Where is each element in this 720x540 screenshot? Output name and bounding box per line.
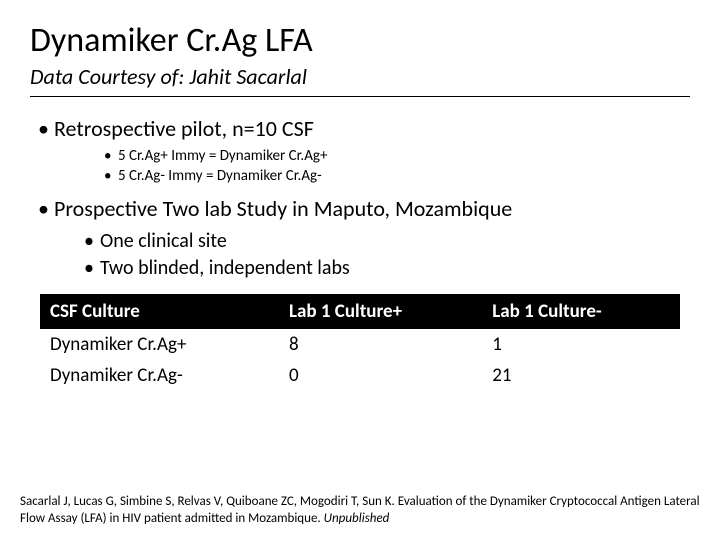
bullet-text: Prospective Two lab Study in Maputo, Moz…	[54, 195, 512, 222]
sub-bullet: One clinical site	[84, 228, 690, 255]
table-cell: 21	[482, 360, 680, 391]
citation: Sacarlal J, Lucas G, Simbine S, Relvas V…	[20, 494, 700, 528]
citation-unpublished: Unpublished	[324, 511, 390, 526]
sub-bullet: Two blinded, independent labs	[84, 255, 690, 282]
bullet-text: Retrospective pilot, n=10 CSF	[54, 115, 314, 142]
sub-bullet: 5 Cr.Ag+ Immy = Dynamiker Cr.Ag+	[104, 146, 690, 166]
table-header: Lab 1 Culture-	[482, 294, 680, 329]
slide-title: Dynamiker Cr.Ag LFA	[30, 20, 690, 61]
sub-bullet: 5 Cr.Ag- Immy = Dynamiker Cr.Ag-	[104, 166, 690, 186]
table-row: Dynamiker Cr.Ag+ 8 1	[40, 329, 680, 360]
slide-subtitle: Data Courtesy of: Jahit Sacarlal	[30, 63, 690, 97]
bullet-list: Retrospective pilot, n=10 CSF 5 Cr.Ag+ I…	[30, 115, 690, 282]
table-cell: Dynamiker Cr.Ag+	[40, 329, 279, 360]
sub-bullet-list: 5 Cr.Ag+ Immy = Dynamiker Cr.Ag+ 5 Cr.Ag…	[54, 146, 690, 187]
table-header-row: CSF Culture Lab 1 Culture+ Lab 1 Culture…	[40, 294, 680, 329]
table-cell: 8	[279, 329, 482, 360]
table-header: CSF Culture	[40, 294, 279, 329]
sub-bullet-list: One clinical site Two blinded, independe…	[54, 228, 690, 282]
table-header: Lab 1 Culture+	[279, 294, 482, 329]
table-cell: 0	[279, 360, 482, 391]
table-cell: Dynamiker Cr.Ag-	[40, 360, 279, 391]
table-cell: 1	[482, 329, 680, 360]
bullet-prospective: Prospective Two lab Study in Maputo, Moz…	[38, 195, 690, 282]
bullet-retrospective: Retrospective pilot, n=10 CSF 5 Cr.Ag+ I…	[38, 115, 690, 187]
table-row: Dynamiker Cr.Ag- 0 21	[40, 360, 680, 391]
results-table: CSF Culture Lab 1 Culture+ Lab 1 Culture…	[40, 294, 680, 391]
